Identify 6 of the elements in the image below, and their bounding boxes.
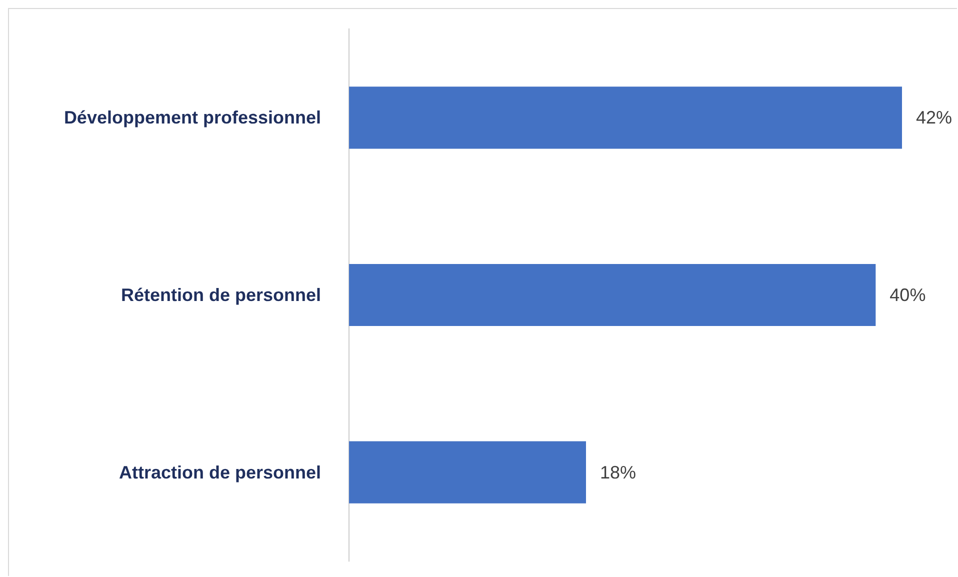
y-tick-label: Attraction de personnel (118, 462, 321, 482)
y-tick-label: Rétention de personnel (120, 285, 321, 305)
data-label: 40% (890, 285, 926, 305)
data-label: 42% (916, 108, 952, 128)
y-tick-label: Développement professionnel (64, 108, 321, 128)
data-label: 18% (600, 462, 636, 482)
